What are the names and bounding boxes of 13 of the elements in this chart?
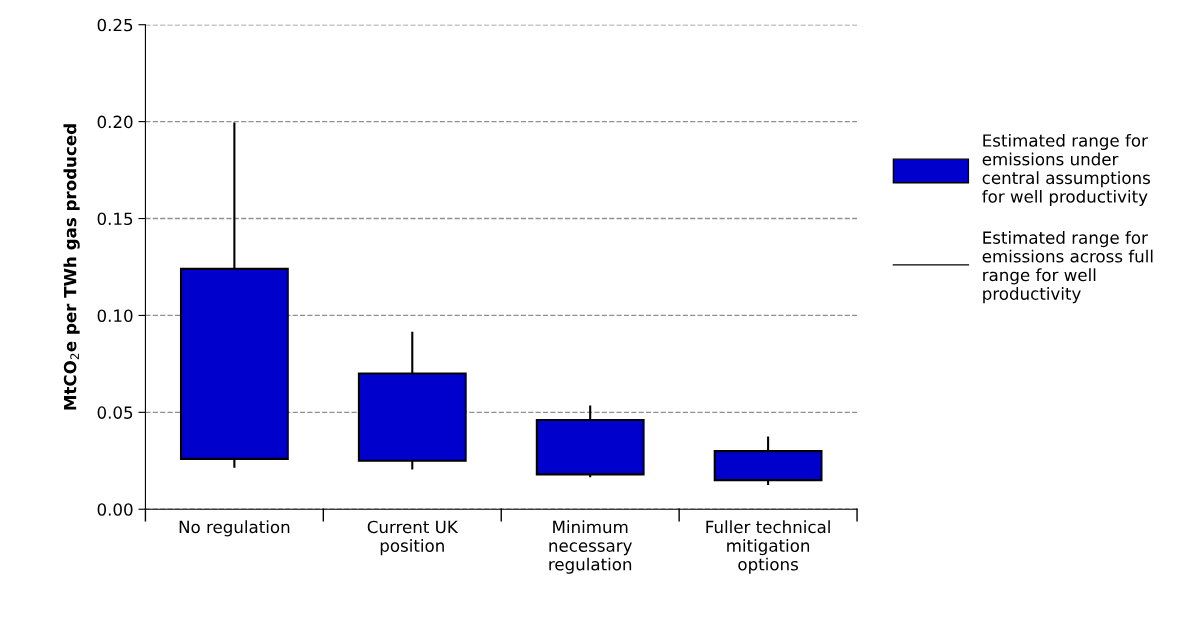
y-tick-label: 0.15 bbox=[97, 212, 133, 226]
y-axis-title: MtCO$_{2}$e per TWh gas produced bbox=[63, 124, 80, 410]
x-tick-label: No regulation bbox=[179, 520, 290, 537]
y-tick-label: 0.00 bbox=[97, 503, 133, 516]
legend-label: Estimated range for emissions under central assumptions for well productivity bbox=[982, 133, 1150, 207]
x-tick-label: Minimum necessary regulation bbox=[549, 520, 632, 574]
x-tick-label: Current UK position bbox=[367, 520, 459, 556]
x-tick-label: Fuller technical mitigation options bbox=[706, 520, 830, 574]
text: Estimated range for emissions across full range for well productivity bbox=[982, 231, 1153, 304]
y-tick-label: 0.05 bbox=[97, 406, 133, 419]
y-tick-label: 0.10 bbox=[97, 309, 133, 322]
y-tick-label: 0.20 bbox=[97, 115, 133, 129]
y-tick-label: 0.25 bbox=[97, 18, 133, 32]
